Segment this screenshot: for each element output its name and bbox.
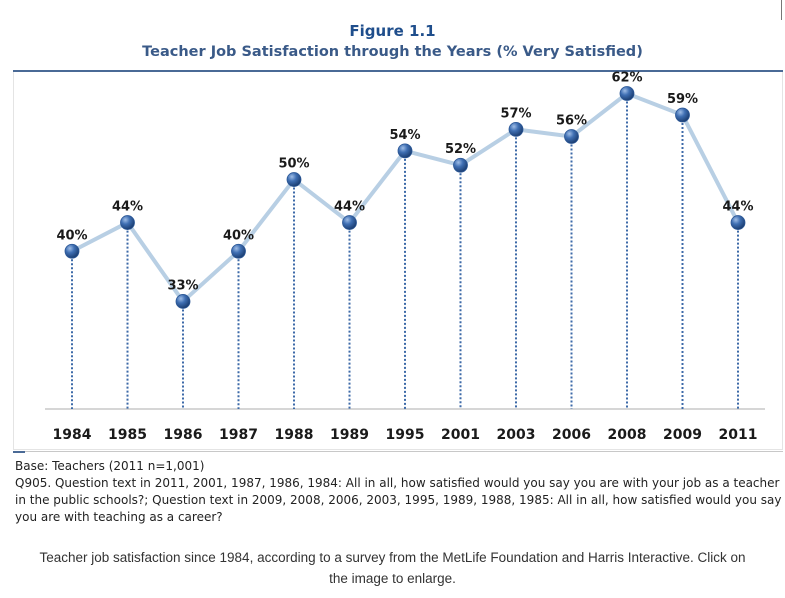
x-tick-label: 2001 [441, 427, 480, 443]
question-note-line-1: Q905. Question text in 2011, 2001, 1987,… [15, 476, 780, 490]
data-point[interactable] [619, 86, 635, 101]
data-point[interactable] [342, 215, 357, 230]
data-label: 54% [389, 128, 420, 143]
x-tick-label: 1985 [108, 427, 147, 443]
data-point[interactable] [453, 157, 468, 173]
figure-number: Figure 1.1 [349, 22, 436, 40]
notes-divider [13, 451, 783, 452]
data-point[interactable] [64, 243, 80, 259]
image-caption: Teacher job satisfaction since 1984, acc… [0, 547, 785, 589]
question-note-line-2: in the public schools?; Question text in… [15, 493, 782, 507]
data-point[interactable] [120, 215, 135, 230]
data-label: 44% [334, 200, 365, 215]
x-tick-label: 1988 [275, 427, 314, 443]
data-label: 56% [556, 114, 587, 129]
title-divider [13, 70, 783, 72]
data-point[interactable] [675, 107, 690, 123]
x-tick-label: 1987 [219, 427, 258, 443]
data-point[interactable] [508, 121, 524, 137]
data-point[interactable] [231, 243, 246, 259]
data-label: 33% [167, 278, 198, 293]
data-point[interactable] [175, 294, 191, 309]
data-point[interactable] [397, 143, 413, 159]
x-tick-label: 2008 [608, 427, 647, 443]
caption-line-1: Teacher job satisfaction since 1984, acc… [39, 550, 746, 565]
x-tick-label: 2006 [552, 427, 591, 443]
data-label: 44% [112, 200, 143, 215]
x-tick-label: 1995 [386, 427, 425, 443]
series-line [71, 91, 740, 304]
chart-title: Teacher Job Satisfaction through the Yea… [142, 44, 643, 60]
notes-block: Base: Teachers (2011 n=1,001) Q905. Ques… [15, 458, 783, 526]
x-tick-label: 2003 [497, 427, 536, 443]
line-chart: 40%44%33%40%50%44%54%52%57% 56%62%59%44% … [45, 71, 765, 443]
data-label: 57% [500, 106, 531, 121]
data-point[interactable] [730, 215, 746, 230]
data-label: 44% [722, 200, 753, 215]
data-label: 50% [278, 157, 309, 172]
data-label: 40% [56, 228, 87, 243]
edge-marker [781, 0, 782, 20]
x-tick-label: 1984 [53, 427, 92, 443]
plot-frame [13, 72, 783, 450]
data-label: 62% [611, 71, 642, 86]
data-label: 52% [445, 142, 476, 157]
notes-divider-accent [13, 451, 25, 453]
caption-line-2: the image to enlarge. [329, 571, 456, 586]
x-tick-label: 2009 [663, 427, 702, 443]
x-tick-label: 1986 [164, 427, 203, 443]
data-point[interactable] [286, 172, 302, 187]
data-label: 40% [223, 228, 254, 243]
data-label: 59% [667, 92, 698, 107]
x-tick-label: 1989 [330, 427, 369, 443]
x-tick-label: 2011 [719, 427, 758, 443]
data-point[interactable] [564, 129, 579, 144]
question-note-line-3: you are with teaching as a career? [15, 510, 223, 524]
base-note: Base: Teachers (2011 n=1,001) [15, 459, 205, 473]
